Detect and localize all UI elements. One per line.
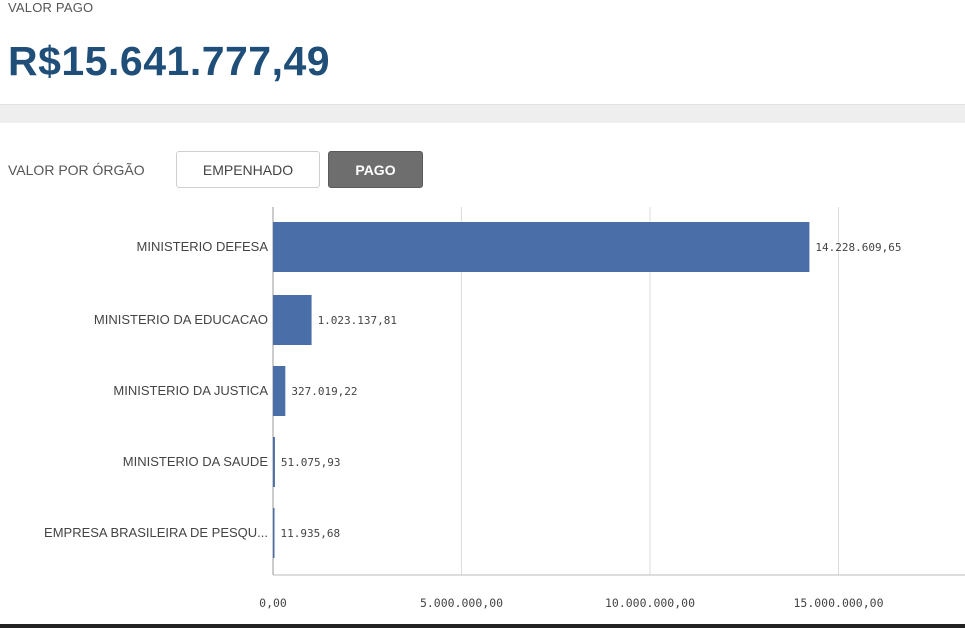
frame-border xyxy=(0,624,965,628)
kpi-label: VALOR PAGO xyxy=(8,0,94,15)
data-label: 14.228.609,65 xyxy=(815,241,901,254)
category-label: MINISTERIO DA JUSTICA xyxy=(113,383,268,398)
data-label: 327.019,22 xyxy=(291,385,357,398)
x-tick-label: 0,00 xyxy=(259,596,287,610)
category-label: MINISTERIO DA SAUDE xyxy=(123,454,269,469)
bar xyxy=(273,295,312,345)
bar xyxy=(273,437,275,487)
bar xyxy=(273,366,286,416)
bar xyxy=(273,508,275,558)
category-label: EMPRESA BRASILEIRA DE PESQU... xyxy=(44,525,268,540)
x-tick-label: 10.000.000,00 xyxy=(605,596,695,610)
x-tick-label: 5.000.000,00 xyxy=(420,596,503,610)
chart-panel xyxy=(0,123,965,628)
category-label: MINISTERIO DEFESA xyxy=(137,239,269,254)
pago-button[interactable]: PAGO xyxy=(328,151,423,188)
x-tick-label: 15.000.000,00 xyxy=(793,596,883,610)
data-label: 51.075,93 xyxy=(281,456,341,469)
kpi-value: R$15.641.777,49 xyxy=(8,38,331,84)
category-label: MINISTERIO DA EDUCACAO xyxy=(94,312,268,327)
bar xyxy=(273,222,810,272)
data-label: 11.935,68 xyxy=(281,527,341,540)
data-label: 1.023.137,81 xyxy=(318,314,397,327)
filter-label: VALOR POR ÓRGÃO xyxy=(8,162,145,178)
empenhado-button[interactable]: EMPENHADO xyxy=(176,151,320,188)
